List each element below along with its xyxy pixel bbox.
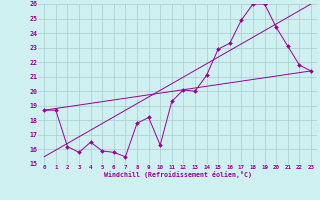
X-axis label: Windchill (Refroidissement éolien,°C): Windchill (Refroidissement éolien,°C) bbox=[104, 171, 252, 178]
